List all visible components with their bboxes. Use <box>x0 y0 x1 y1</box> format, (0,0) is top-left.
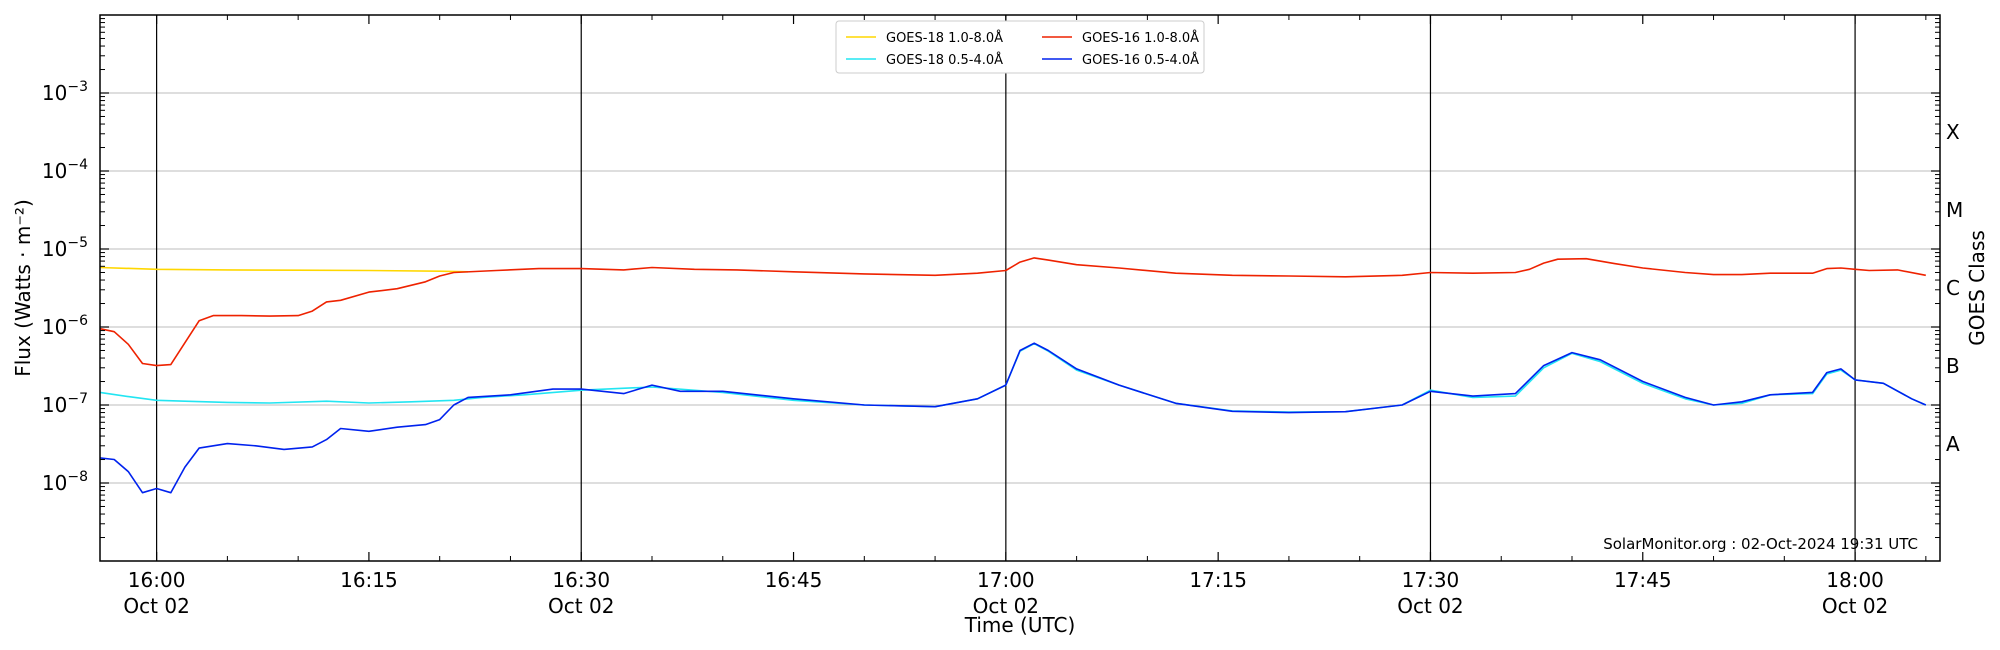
x-tick-date-label: Oct 02 <box>1822 594 1888 618</box>
x-tick-label: 16:45 <box>765 568 823 592</box>
x-tick-date-label: Oct 02 <box>548 594 614 618</box>
legend-box <box>835 20 1205 74</box>
x-tick-label: 17:15 <box>1189 568 1247 592</box>
y-axis-title: Flux (Watts · m⁻²) <box>11 199 35 377</box>
legend-label: GOES-16 1.0-8.0Å <box>1082 30 1199 46</box>
y-tick-label: 10−3 <box>42 79 88 105</box>
x-tick-label: 17:00 <box>977 568 1035 592</box>
grid-lines <box>100 92 1940 484</box>
x-tick-label: 17:45 <box>1614 568 1672 592</box>
legend-label: GOES-16 0.5-4.0Å <box>1082 52 1199 68</box>
goes-class-label: X <box>1946 120 1960 144</box>
legend-label: GOES-18 0.5-4.0Å <box>886 52 1003 68</box>
goes-class-label: B <box>1946 354 1960 378</box>
time-marker-lines <box>156 15 1856 561</box>
series-line <box>99 266 469 273</box>
x-tick-label: 16:15 <box>340 568 398 592</box>
goes-class-label: A <box>1946 432 1960 456</box>
plot-area <box>99 257 1927 494</box>
legend-label: GOES-18 1.0-8.0Å <box>886 30 1003 46</box>
axis-ticks <box>100 15 1940 561</box>
source-annotation: SolarMonitor.org : 02-Oct-2024 19:31 UTC <box>1603 535 1918 553</box>
plot-frame <box>99 14 1941 562</box>
goes-class-label: M <box>1946 198 1963 222</box>
legend: GOES-18 1.0-8.0Å GOES-18 0.5-4.0Å GOES-16 … <box>835 20 1205 74</box>
x-axis-title: Time (UTC) <box>964 613 1076 637</box>
y-tick-label: 10−4 <box>42 157 88 183</box>
x-tick-date-label: Oct 02 <box>973 594 1039 618</box>
x-tick-label: 16:00 <box>128 568 186 592</box>
series-line <box>99 342 1927 413</box>
y2-axis-title: GOES Class <box>1965 230 1989 346</box>
x-tick-label: 18:00 <box>1826 568 1884 592</box>
x-tick-date-label: Oct 02 <box>1397 594 1463 618</box>
y-tick-label: 10−8 <box>42 469 88 495</box>
series-line <box>99 257 1926 367</box>
y-tick-label: 10−7 <box>42 391 88 417</box>
y-tick-label: 10−6 <box>42 313 88 339</box>
goes-class-label: C <box>1946 276 1960 300</box>
goes-class-labels: A B C M X <box>1946 120 1963 456</box>
x-tick-label: 16:30 <box>552 568 610 592</box>
x-tick-label: 17:30 <box>1402 568 1460 592</box>
x-tick-date-label: Oct 02 <box>123 594 189 618</box>
series-line <box>99 342 1927 494</box>
y-tick-label: 10−5 <box>42 235 88 261</box>
y-tick-labels: 10−8 10−7 10−6 10−5 10−4 10−3 <box>42 79 88 495</box>
